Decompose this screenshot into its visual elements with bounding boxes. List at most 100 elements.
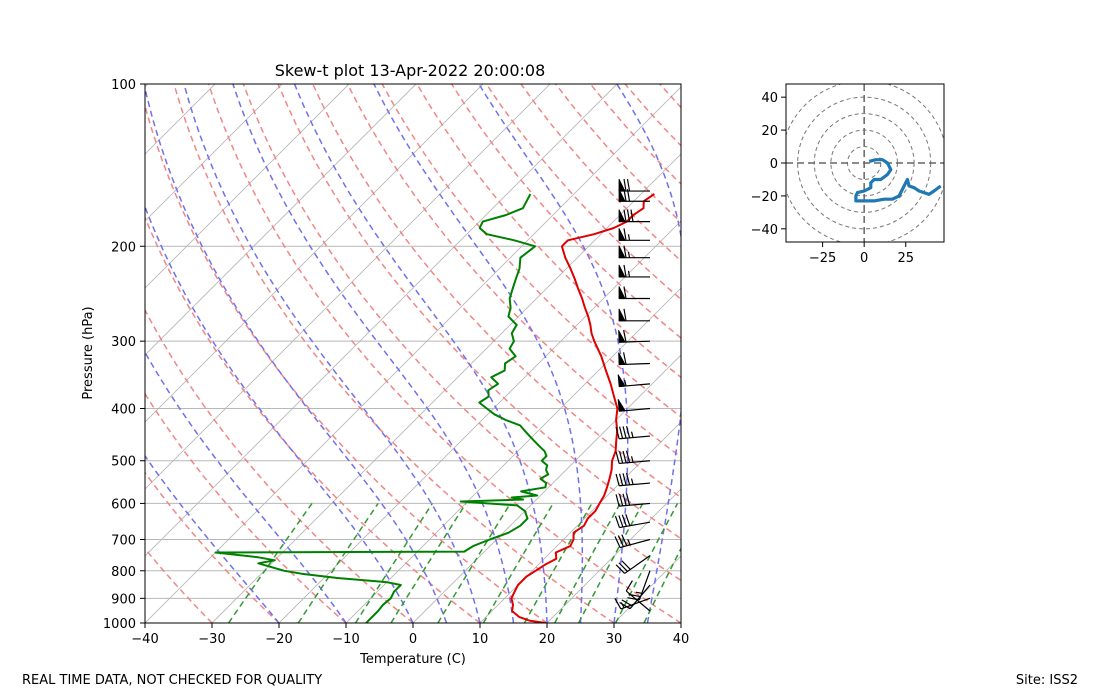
x-tick-label: −20 <box>265 632 292 647</box>
skewt-title: Skew-t plot 13-Apr-2022 20:00:08 <box>275 61 546 80</box>
dewpoint-profile <box>214 193 550 623</box>
isotherm-line <box>345 287 681 623</box>
isotherm-line <box>145 86 681 623</box>
moist-adiabat <box>293 84 548 623</box>
y-tick-label: 600 <box>111 497 136 512</box>
mixing-ratio-line <box>437 503 511 623</box>
mixing-ratio-line <box>297 502 379 623</box>
x-tick-label: 30 <box>606 632 623 647</box>
isotherm-line <box>145 84 350 289</box>
x-axis-ticks: −40 −30 −20 −10 0 10 20 30 40 <box>131 623 689 647</box>
isotherm-line <box>145 84 551 490</box>
hodograph-x-tick-label: 0 <box>860 251 868 266</box>
isotherm-line <box>145 84 618 557</box>
wind-barb <box>618 329 651 343</box>
hodograph-y-tick-label: 40 <box>761 91 778 106</box>
wind-barb <box>615 555 651 574</box>
wind-barb <box>618 352 651 366</box>
y-axis-ticks: 100 200 300 400 500 600 700 800 900 1000 <box>103 78 145 632</box>
hodograph-rings <box>786 84 944 242</box>
wind-barb <box>618 286 650 300</box>
y-tick-label: 400 <box>111 403 136 418</box>
wind-barb <box>614 534 651 549</box>
dry-adiabat <box>173 84 615 623</box>
hodograph-trace <box>854 158 942 203</box>
y-tick-label: 1000 <box>103 617 136 632</box>
moist-adiabat <box>183 84 481 623</box>
dry-adiabat <box>145 471 280 623</box>
wind-barb <box>618 245 650 259</box>
dry-adiabat <box>145 103 548 623</box>
wind-barb <box>615 472 651 487</box>
isotherm-line <box>145 84 484 423</box>
mixing-ratio-line <box>390 503 467 623</box>
x-tick-label: −30 <box>198 632 225 647</box>
wind-barb <box>617 399 651 412</box>
dry-adiabat <box>416 84 681 379</box>
dry-adiabat <box>145 308 414 623</box>
y-tick-label: 100 <box>111 78 136 93</box>
wind-barb <box>618 228 650 241</box>
site-label: Site: ISS2 <box>1015 673 1078 688</box>
wind-barb <box>615 425 651 440</box>
y-tick-label: 700 <box>111 534 136 549</box>
y-tick-label: 900 <box>111 592 136 607</box>
hodograph-y-tick-label: −20 <box>751 190 778 205</box>
moist-adiabat <box>232 84 515 623</box>
wind-barb <box>614 514 651 529</box>
wind-barbs <box>614 178 651 612</box>
dry-adiabat <box>277 84 681 540</box>
isotherm-line <box>278 220 681 623</box>
hodograph-y-ticks: −40 −20 0 20 40 <box>751 91 786 238</box>
wind-barb <box>615 450 651 465</box>
isotherm-line <box>211 153 681 623</box>
mixing-ratio-line <box>482 503 554 623</box>
hodograph-y-tick-label: 0 <box>770 157 778 172</box>
moist-adiabat <box>616 84 681 623</box>
hodograph-x-tick-label: 25 <box>897 251 914 266</box>
y-tick-label: 800 <box>111 565 136 580</box>
hodograph-y-tick-label: 20 <box>761 124 778 139</box>
wind-barb <box>618 209 650 223</box>
dry-adiabat <box>381 84 681 418</box>
dry-adiabat <box>207 84 681 623</box>
moist-adiabat <box>145 85 448 623</box>
isotherm-line <box>412 354 681 623</box>
dry-adiabat <box>312 84 681 499</box>
y-axis-label: Pressure (hPa) <box>81 306 96 399</box>
x-tick-label: 10 <box>472 632 489 647</box>
isotherm-line <box>145 84 283 222</box>
dry-adiabat <box>145 392 347 623</box>
x-axis-label: Temperature (C) <box>359 652 466 667</box>
hodograph-x-tick-label: −25 <box>809 251 836 266</box>
y-tick-label: 300 <box>111 335 136 350</box>
skewt-background-lines <box>145 84 681 623</box>
hodograph-line <box>854 158 942 203</box>
mixing-ratio-line <box>227 502 313 623</box>
wind-barb <box>618 308 650 322</box>
hodograph-x-ticks: −25 0 25 <box>809 242 914 266</box>
x-tick-label: 40 <box>673 632 690 647</box>
x-tick-label: −40 <box>131 632 158 647</box>
y-tick-label: 500 <box>111 455 136 470</box>
skewt-panel: Skew-t plot 13-Apr-2022 20:00:08 −40 −30 −… <box>81 61 689 667</box>
moist-adiabat <box>145 454 280 623</box>
wind-barb <box>617 374 651 388</box>
moist-adiabat <box>478 84 629 623</box>
skewt-profiles <box>214 193 655 623</box>
dry-adiabat <box>242 84 681 582</box>
dry-adiabat <box>145 215 481 623</box>
wind-barb <box>615 493 651 507</box>
hodograph-panel: −25 0 25 −40 −20 0 20 40 <box>751 83 945 266</box>
y-tick-label: 200 <box>111 240 136 255</box>
dry-adiabat <box>145 547 213 623</box>
wind-barb <box>618 264 650 278</box>
isotherm-line <box>479 421 681 623</box>
mixing-ratio-line <box>354 502 434 623</box>
quality-disclaimer: REAL TIME DATA, NOT CHECKED FOR QUALITY <box>22 673 323 688</box>
moist-adiabat <box>145 204 414 623</box>
isotherm-line <box>546 488 681 623</box>
x-tick-label: 20 <box>539 632 556 647</box>
x-tick-label: −10 <box>332 632 359 647</box>
hodograph-y-tick-label: −40 <box>751 223 778 238</box>
